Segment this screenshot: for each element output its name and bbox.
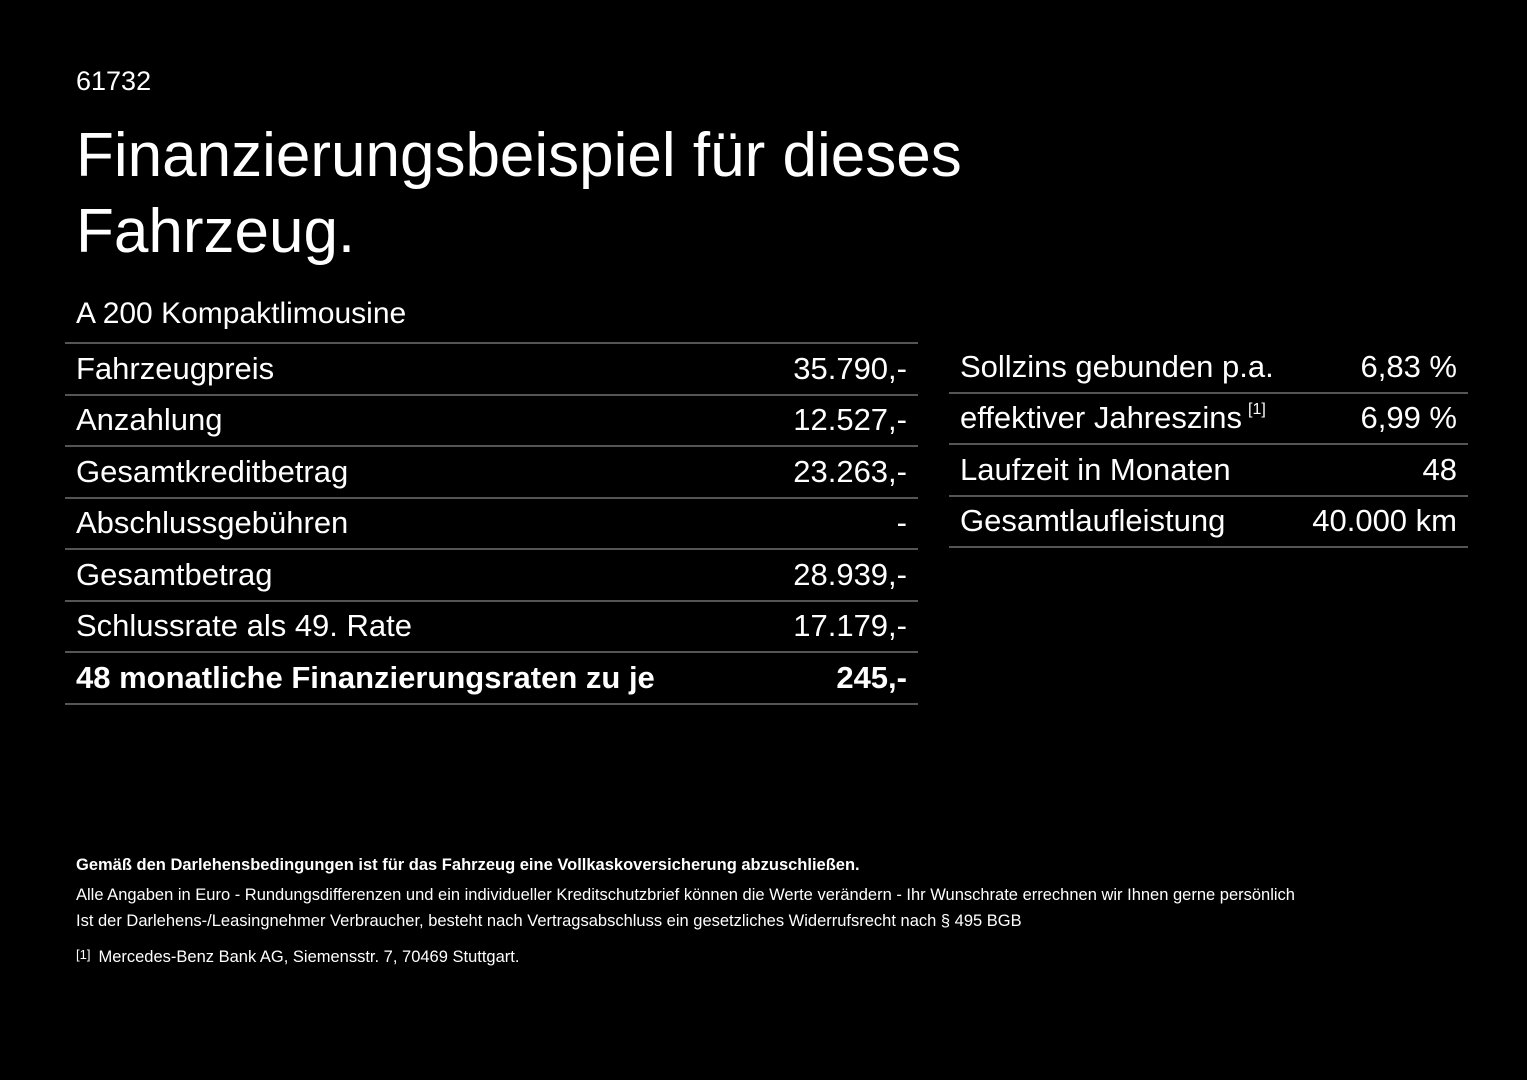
- row-value: 12.527,-: [793, 402, 907, 438]
- row-value: 23.263,-: [793, 453, 907, 489]
- footer-line: Alle Angaben in Euro - Rundungsdifferenz…: [76, 886, 1295, 904]
- row-label-text: Fahrzeugpreis: [76, 350, 275, 386]
- footer-line: Ist der Darlehens-/Leasingnehmer Verbrau…: [76, 912, 1022, 930]
- row-value: 48: [1422, 451, 1457, 487]
- table-row: Anzahlung 12.527,-: [65, 396, 918, 447]
- row-label: Fahrzeugpreis: [76, 351, 274, 387]
- row-label: Gesamtbetrag: [76, 557, 272, 593]
- row-value: -: [896, 505, 907, 541]
- row-label: Abschlussgebühren: [76, 505, 348, 541]
- table-row: Gesamtlaufleistung 40.000 km: [949, 497, 1468, 548]
- finance-table: Fahrzeugpreis 35.790,- Anzahlung 12.527,- Ge…: [65, 342, 918, 705]
- table-row: effektiver Jahreszins [1] 6,99 %: [949, 394, 1468, 445]
- row-label-text: Abschlussgebühren: [76, 505, 349, 541]
- row-label: Schlussrate als 49. Rate: [76, 608, 412, 644]
- row-label-text: Anzahlung: [76, 402, 223, 438]
- row-label: Gesamtlaufleistung: [960, 503, 1225, 539]
- row-label-text: 48 monatliche Finanzierungsraten zu je: [76, 659, 655, 695]
- row-label: Sollzins gebunden p.a.: [960, 349, 1274, 385]
- subtitle: A 200 Kompaktlimousine: [76, 297, 407, 330]
- title: Finanzierungsbeispiel für dieses Fahrzeu…: [76, 121, 962, 266]
- table-row: Gesamtbetrag 28.939,-: [65, 550, 918, 602]
- row-label-text: Schlussrate als 49. Rate: [76, 608, 413, 644]
- row-value: 35.790,-: [793, 350, 907, 386]
- row-value: 245,-: [836, 659, 907, 695]
- footnote: [1] Mercedes-Benz Bank AG, Siemensstr. 7,…: [76, 942, 1295, 970]
- row-label-text: Gesamtkreditbetrag: [76, 453, 349, 489]
- row-label-text: Laufzeit in Monaten: [960, 451, 1231, 487]
- rate-table: Sollzins gebunden p.a. 6,83 % effektiver J…: [949, 342, 1468, 548]
- listing-id: 61732: [76, 66, 152, 96]
- table-row: Sollzins gebunden p.a. 6,83 %: [949, 342, 1468, 394]
- row-label: Laufzeit in Monaten: [960, 452, 1231, 488]
- table-row: Gesamtkreditbetrag 23.263,-: [65, 447, 918, 499]
- row-label-text: effektiver Jahreszins: [960, 400, 1242, 436]
- footnote-marker: [1]: [76, 947, 91, 962]
- row-value: 6,99 %: [1360, 400, 1457, 436]
- row-label-text: Sollzins gebunden p.a.: [960, 348, 1274, 384]
- footer: Gemäß den Darlehensbedingungen ist für d…: [76, 852, 1295, 970]
- row-value: 28.939,-: [793, 556, 907, 592]
- row-label: effektiver Jahreszins [1]: [960, 400, 1266, 436]
- footnote-text: Mercedes-Benz Bank AG, Siemensstr. 7, 70…: [98, 948, 520, 966]
- table-row: 48 monatliche Finanzierungsraten zu je 24…: [65, 653, 918, 705]
- row-value: 6,83 %: [1360, 348, 1457, 384]
- row-label: Anzahlung: [76, 402, 223, 438]
- table-row: Schlussrate als 49. Rate 17.179,-: [65, 602, 918, 653]
- row-label-text: Gesamtbetrag: [76, 556, 273, 592]
- row-value: 17.179,-: [793, 608, 907, 644]
- row-value: 40.000 km: [1312, 503, 1457, 539]
- footnote-ref: [1]: [1248, 401, 1266, 419]
- row-label: 48 monatliche Finanzierungsraten zu je: [76, 660, 655, 696]
- row-label: Gesamtkreditbetrag: [76, 454, 348, 490]
- row-label-text: Gesamtlaufleistung: [960, 503, 1226, 539]
- table-row: Fahrzeugpreis 35.790,-: [65, 344, 918, 396]
- table-row: Abschlussgebühren -: [65, 499, 918, 550]
- footer-note: Gemäß den Darlehensbedingungen ist für d…: [76, 856, 860, 874]
- table-row: Laufzeit in Monaten 48: [949, 445, 1468, 497]
